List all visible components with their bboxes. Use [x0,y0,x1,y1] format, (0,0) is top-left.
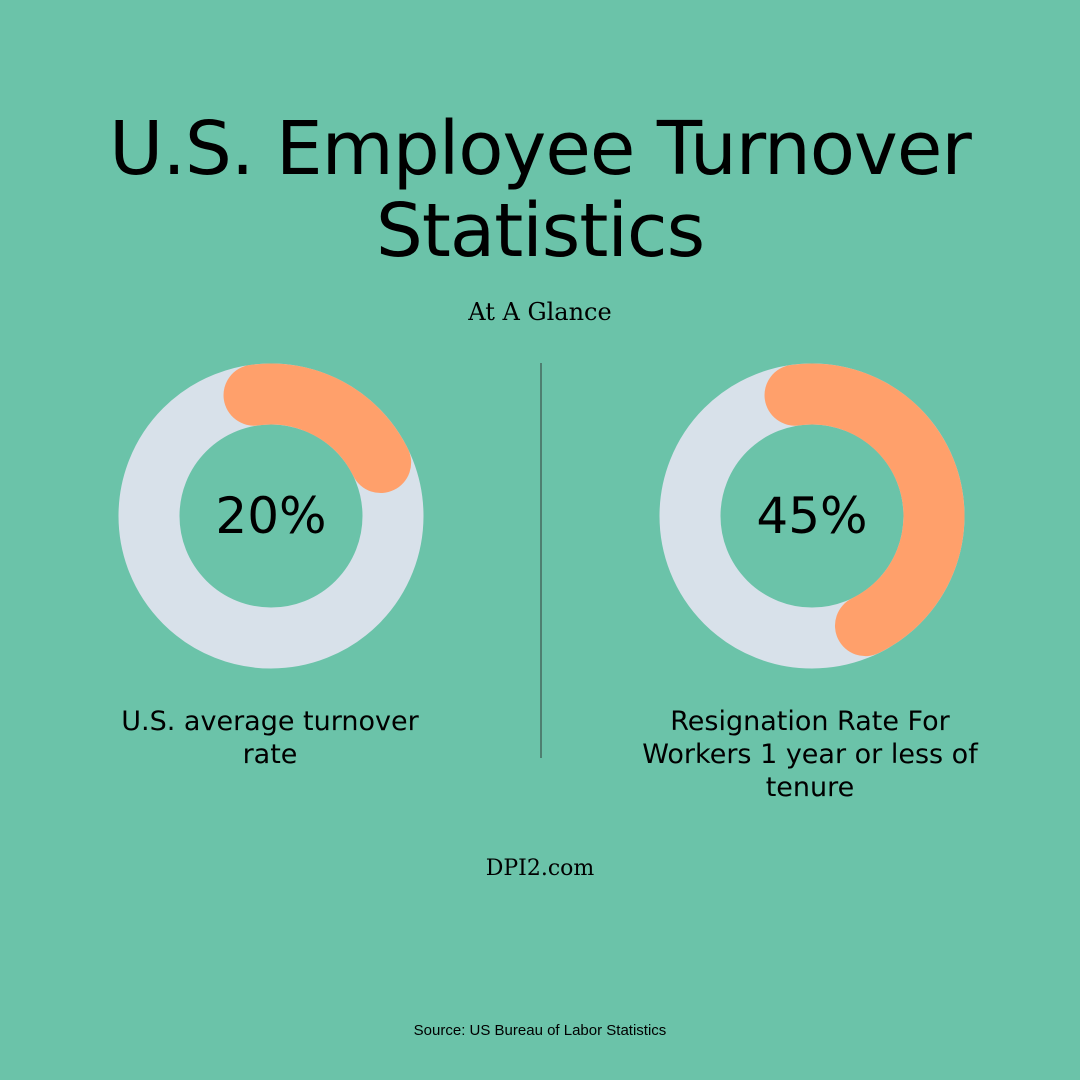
page-title: U.S. Employee Turnover Statistics [109,106,972,274]
donut-value-label: 20% [215,487,327,545]
resignation-donut-svg [659,363,965,669]
turnover-donut-svg [118,363,424,669]
donut-arc-turnover [223,363,412,494]
site-name: DPI2.com [485,856,595,881]
resignation-donut-chart: 45% [658,362,966,670]
source-note: Source: US Bureau of Labor Statistics [413,1022,667,1039]
divider [540,363,542,758]
donut-value-label: 45% [756,487,868,545]
turnover-caption: U.S. average turnover rate [121,706,419,770]
subtitle: At A Glance [468,298,612,326]
donut-arc-resignation [764,363,965,657]
resignation-caption: Resignation Rate For Workers 1 year or l… [642,706,978,803]
turnover-donut-chart: 20% [117,362,425,670]
